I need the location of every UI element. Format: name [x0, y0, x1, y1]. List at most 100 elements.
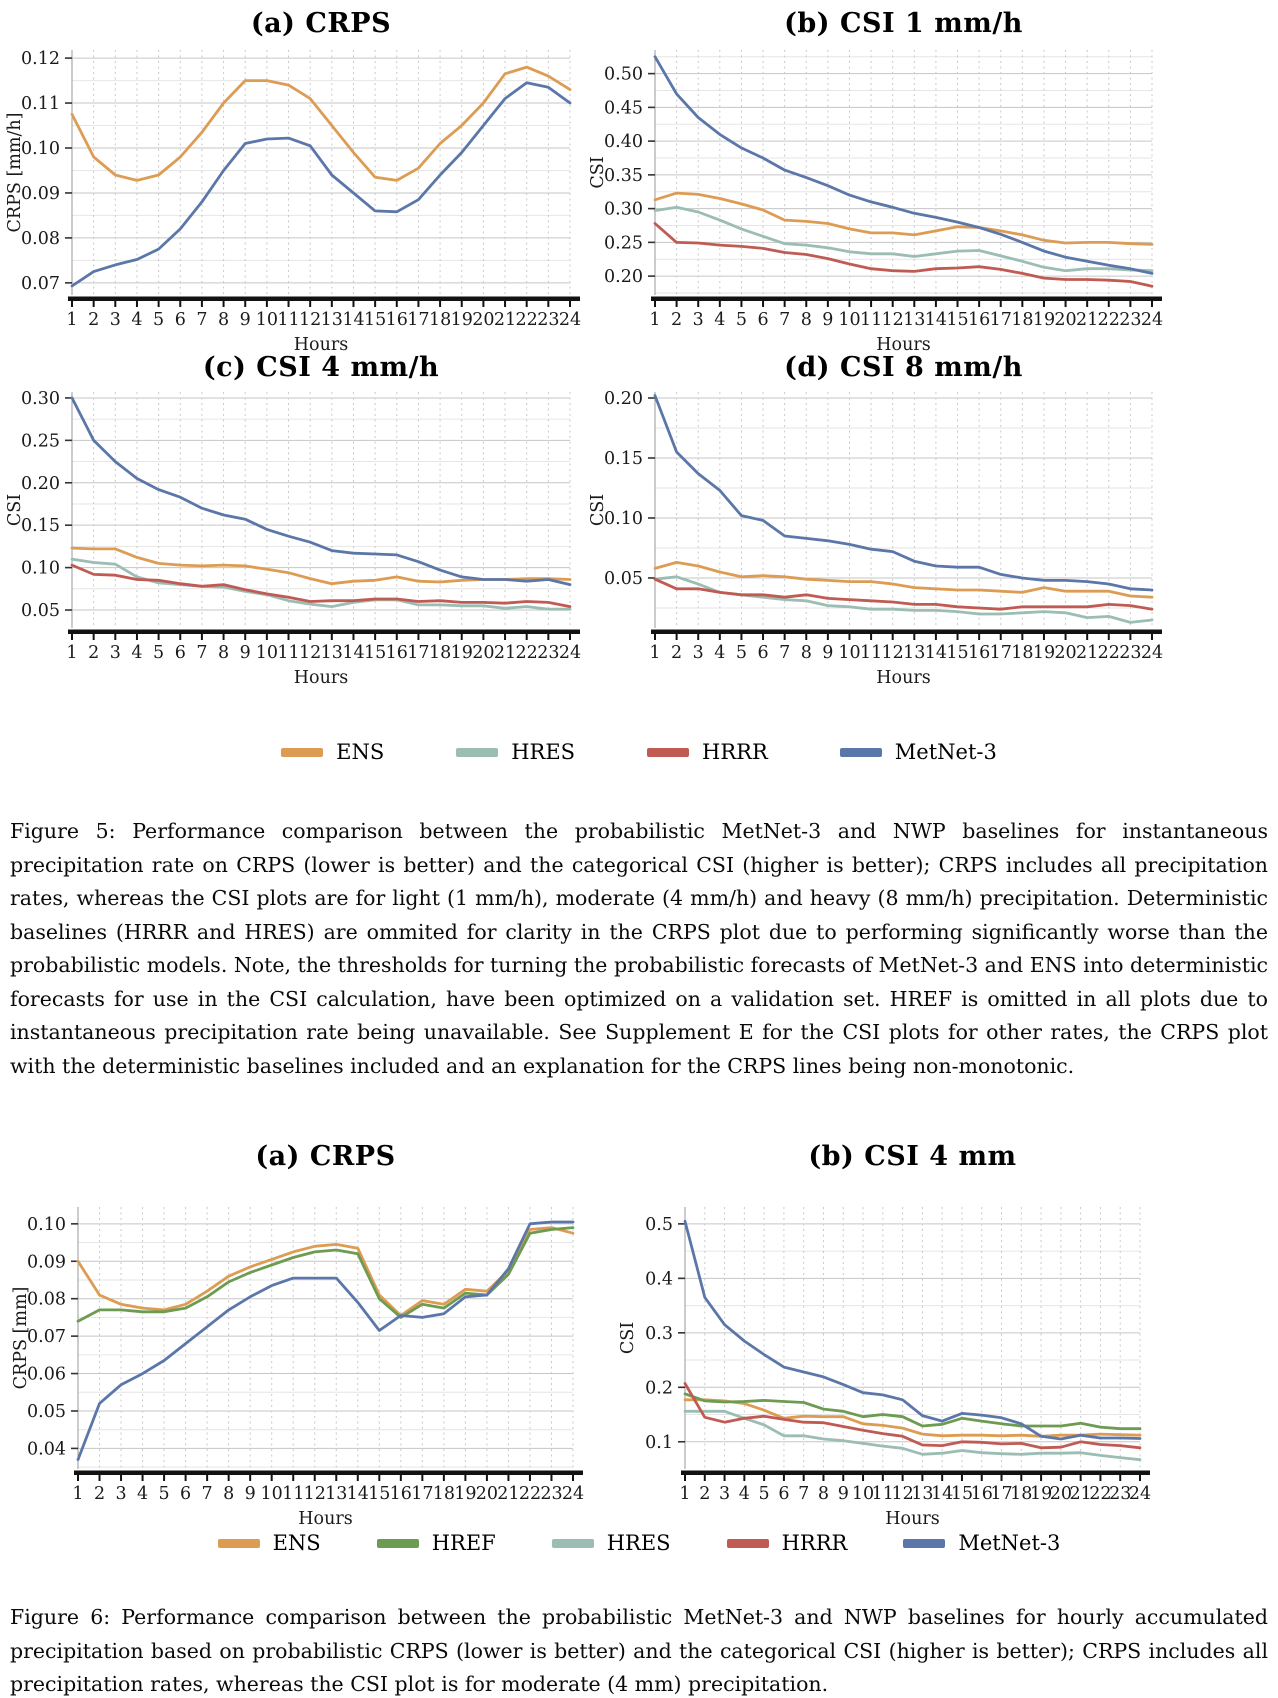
- svg-text:18: 18: [1011, 310, 1033, 330]
- svg-text:0.3: 0.3: [645, 1324, 673, 1344]
- legend-item-hres: HRES: [456, 740, 575, 764]
- svg-text:22: 22: [516, 643, 538, 663]
- svg-text:0.08: 0.08: [27, 1290, 66, 1310]
- svg-text:0.30: 0.30: [604, 200, 643, 220]
- svg-text:0.08: 0.08: [21, 229, 60, 249]
- svg-text:15: 15: [364, 643, 386, 663]
- svg-text:10: 10: [838, 310, 860, 330]
- svg-text:4: 4: [131, 310, 142, 330]
- svg-text:9: 9: [822, 643, 833, 663]
- legend-label: HREF: [431, 1531, 496, 1555]
- svg-text:18: 18: [1010, 1484, 1032, 1504]
- svg-text:7: 7: [196, 310, 207, 330]
- svg-text:0.25: 0.25: [21, 431, 60, 451]
- svg-text:12: 12: [882, 310, 904, 330]
- svg-text:8: 8: [801, 310, 812, 330]
- svg-text:13: 13: [911, 1484, 933, 1504]
- svg-text:0.09: 0.09: [27, 1252, 66, 1272]
- svg-text:2: 2: [88, 310, 99, 330]
- fig6-csi-4mm-chart: 0.10.20.30.40.51 2 3 4 5 6 7 8 9 1011121314151617…: [618, 1207, 1151, 1529]
- svg-text:23: 23: [537, 310, 559, 330]
- svg-text:2: 2: [671, 310, 682, 330]
- svg-text:22: 22: [516, 310, 538, 330]
- svg-text:13: 13: [321, 643, 343, 663]
- svg-text:5: 5: [153, 310, 164, 330]
- svg-text:1: 1: [679, 1484, 690, 1504]
- svg-text:4: 4: [714, 310, 725, 330]
- svg-text:21: 21: [1076, 310, 1098, 330]
- svg-text:0.20: 0.20: [604, 389, 643, 409]
- svg-text:1: 1: [72, 1484, 83, 1504]
- svg-text:0.25: 0.25: [604, 233, 643, 253]
- svg-text:0.20: 0.20: [21, 474, 60, 494]
- legend-item-ens: ENS: [281, 740, 384, 764]
- svg-text:8: 8: [818, 1484, 829, 1504]
- svg-text:Hours: Hours: [294, 335, 348, 355]
- svg-text:6: 6: [757, 310, 768, 330]
- svg-text:15: 15: [951, 1484, 973, 1504]
- svg-text:Hours: Hours: [298, 1509, 352, 1529]
- svg-text:10: 10: [838, 643, 860, 663]
- svg-text:0.10: 0.10: [27, 1215, 66, 1235]
- svg-text:24: 24: [1129, 1484, 1151, 1504]
- svg-text:8: 8: [218, 643, 229, 663]
- svg-text:6: 6: [757, 643, 768, 663]
- svg-text:Hours: Hours: [876, 335, 930, 355]
- legend-label: HRRR: [702, 740, 768, 764]
- svg-text:Hours: Hours: [876, 668, 930, 688]
- svg-text:20: 20: [476, 1484, 498, 1504]
- svg-text:10: 10: [261, 1484, 283, 1504]
- svg-text:24: 24: [562, 1484, 584, 1504]
- svg-text:0.30: 0.30: [21, 389, 60, 409]
- svg-text:0.50: 0.50: [604, 65, 643, 85]
- legend-swatch-hres: [456, 747, 499, 757]
- legend-label: ENS: [336, 740, 385, 764]
- svg-text:19: 19: [1033, 643, 1055, 663]
- svg-text:1: 1: [66, 310, 77, 330]
- svg-text:6: 6: [180, 1484, 191, 1504]
- svg-text:22: 22: [1089, 1484, 1111, 1504]
- svg-text:3: 3: [110, 643, 121, 663]
- svg-text:11: 11: [277, 643, 299, 663]
- svg-text:22: 22: [519, 1484, 541, 1504]
- svg-text:4: 4: [739, 1484, 750, 1504]
- svg-text:6: 6: [778, 1484, 789, 1504]
- svg-text:10: 10: [256, 310, 278, 330]
- legend-swatch-hrrr: [726, 1538, 769, 1548]
- svg-text:2: 2: [88, 643, 99, 663]
- svg-text:7: 7: [779, 310, 790, 330]
- svg-text:16: 16: [968, 643, 990, 663]
- legend-label: MetNet-3: [958, 1531, 1061, 1555]
- svg-text:8: 8: [223, 1484, 234, 1504]
- svg-text:0.10: 0.10: [604, 509, 643, 529]
- svg-text:24: 24: [559, 310, 581, 330]
- svg-text:18: 18: [429, 310, 451, 330]
- fig5-chart-c-title: (c) CSI 4 mm/h: [202, 352, 440, 383]
- svg-text:5: 5: [159, 1484, 170, 1504]
- svg-text:16: 16: [386, 643, 408, 663]
- svg-text:7: 7: [779, 643, 790, 663]
- svg-text:14: 14: [925, 310, 947, 330]
- legend-swatch-ens: [281, 747, 324, 757]
- legend-item-href: HREF: [376, 1531, 496, 1555]
- svg-text:17: 17: [990, 310, 1012, 330]
- svg-text:19: 19: [454, 1484, 476, 1504]
- svg-text:12: 12: [882, 643, 904, 663]
- svg-text:13: 13: [325, 1484, 347, 1504]
- svg-text:17: 17: [407, 643, 429, 663]
- svg-text:19: 19: [1030, 1484, 1052, 1504]
- svg-text:7: 7: [202, 1484, 213, 1504]
- svg-text:15: 15: [946, 643, 968, 663]
- svg-text:21: 21: [494, 643, 516, 663]
- svg-text:11: 11: [872, 1484, 894, 1504]
- legend-item-hrrr: HRRR: [726, 1531, 847, 1555]
- svg-text:14: 14: [931, 1484, 953, 1504]
- svg-text:7: 7: [196, 643, 207, 663]
- svg-text:24: 24: [1141, 310, 1163, 330]
- svg-text:8: 8: [218, 310, 229, 330]
- svg-text:Hours: Hours: [885, 1509, 939, 1529]
- svg-text:18: 18: [1011, 643, 1033, 663]
- svg-text:4: 4: [131, 643, 142, 663]
- fig5-chart-d-title: (d) CSI 8 mm/h: [784, 352, 1023, 383]
- svg-text:7: 7: [798, 1484, 809, 1504]
